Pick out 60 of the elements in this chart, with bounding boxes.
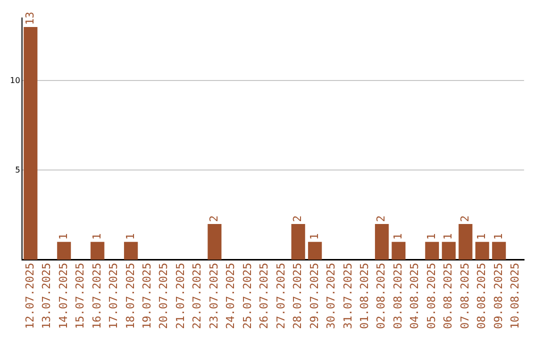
data-label: 1 [391, 233, 404, 240]
x-tick-label: 13.07.2025 [40, 262, 54, 330]
x-tick-label: 12.07.2025 [23, 262, 36, 330]
x-tick-label: 04.08.2025 [408, 262, 422, 330]
y-tick-label: 5 [15, 165, 20, 174]
x-tick-label: 25.07.2025 [240, 262, 254, 330]
x-tick-label: 10.08.2025 [508, 262, 522, 330]
data-label: 1 [424, 233, 438, 240]
x-tick-label: 24.07.2025 [224, 262, 238, 330]
x-tick-label: 03.08.2025 [391, 262, 404, 330]
data-label: 1 [475, 233, 488, 240]
x-tick-label: 18.07.2025 [124, 262, 137, 330]
x-tick-label: 05.08.2025 [424, 262, 438, 330]
y-tick-label: 10 [10, 76, 20, 85]
data-label: 2 [458, 215, 472, 222]
x-tick-label: 26.07.2025 [258, 262, 271, 330]
bar [374, 224, 389, 260]
x-tick-label: 23.07.2025 [207, 262, 220, 330]
data-label: 1 [308, 233, 321, 240]
bar [291, 224, 306, 260]
x-tick-label: 30.07.2025 [324, 262, 338, 330]
bar [425, 242, 439, 260]
x-tick-label: 02.08.2025 [374, 262, 388, 330]
x-tick-label: 08.08.2025 [475, 262, 488, 330]
data-label: 13 [23, 12, 36, 25]
bar [24, 26, 38, 260]
x-tick-label: 29.07.2025 [308, 262, 321, 330]
x-tick-label: 14.07.2025 [56, 262, 70, 330]
x-tick-label: 01.08.2025 [358, 262, 371, 330]
x-tick-label: 20.07.2025 [157, 262, 170, 330]
bar [442, 242, 456, 260]
x-tick-label: 07.08.2025 [458, 262, 472, 330]
x-tick-label: 15.07.2025 [74, 262, 87, 330]
data-label: 1 [90, 233, 104, 240]
x-tick-label: 21.07.2025 [174, 262, 187, 330]
data-label: 2 [207, 215, 220, 222]
bar [124, 242, 138, 260]
x-tick-label: 19.07.2025 [140, 262, 154, 330]
data-label: 2 [291, 215, 304, 222]
data-label: 1 [442, 233, 455, 240]
bar [308, 242, 322, 260]
data-label: 1 [56, 233, 70, 240]
bar [57, 242, 71, 260]
x-tick-label: 06.08.2025 [442, 262, 455, 330]
x-tick-label: 16.07.2025 [90, 262, 104, 330]
x-tick-label: 17.07.2025 [107, 262, 120, 330]
bar [492, 242, 506, 260]
bar [208, 224, 222, 260]
data-label: 2 [374, 215, 388, 222]
x-tick-label: 31.07.2025 [341, 262, 354, 330]
x-tick-label: 28.07.2025 [291, 262, 304, 330]
x-tick-label: 22.07.2025 [190, 262, 204, 330]
bar [475, 242, 490, 260]
x-tick-label: 27.07.2025 [274, 262, 288, 330]
x-tick-label: 09.08.2025 [492, 262, 505, 330]
data-label: 1 [124, 233, 137, 240]
bar [90, 242, 104, 260]
bar [392, 242, 406, 260]
data-label: 1 [492, 233, 505, 240]
bar [458, 224, 472, 260]
